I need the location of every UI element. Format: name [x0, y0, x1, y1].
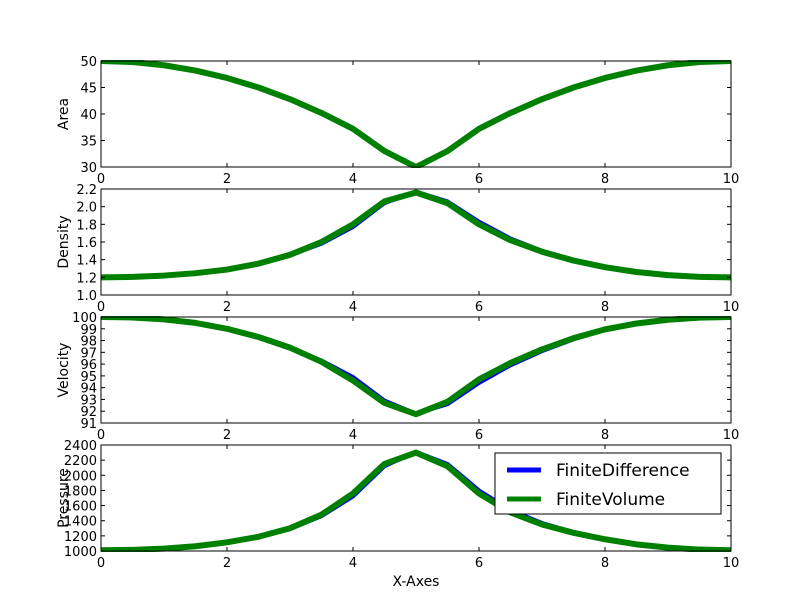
x-tick-label: 10 [723, 300, 740, 315]
x-tick-label: 4 [349, 300, 357, 315]
y-tick-label: 1400 [64, 515, 97, 530]
y-tick-label: 1200 [64, 530, 97, 545]
x-axis-label: X-Axes [393, 574, 440, 590]
y-tick-label: 92 [80, 405, 97, 420]
x-tick-label: 0 [97, 556, 105, 571]
y-tick-label: 2200 [64, 454, 97, 469]
x-tick-label: 10 [723, 556, 740, 571]
y-tick-label: 1.4 [76, 254, 97, 269]
legend: FiniteDifference FiniteVolume [494, 452, 722, 515]
y-tick-label: 100 [72, 311, 97, 326]
series-line-finitevolume [101, 189, 731, 281]
y-axis-label: Pressure [56, 468, 72, 528]
legend-label-finitevolume: FiniteVolume [556, 490, 665, 510]
y-tick-label: 91 [80, 417, 97, 432]
x-tick-label: 6 [475, 428, 483, 443]
y-tick-label: 97 [80, 346, 97, 361]
x-tick-label: 2 [223, 556, 231, 571]
series-line-finitevolume [101, 316, 731, 418]
y-tick-label: 45 [80, 82, 97, 97]
y-tick-label: 95 [80, 370, 97, 385]
y-tick-label: 2.0 [76, 201, 97, 216]
plot-area [101, 61, 731, 167]
x-tick-label: 0 [97, 172, 105, 187]
panel-area: 0 2 4 6 8 10 30 35 40 45 50 Area [56, 55, 739, 187]
y-tick-label: 1.8 [76, 218, 97, 233]
y-tick-label: 2400 [64, 439, 97, 454]
y-tick-label: 99 [80, 323, 97, 338]
x-tick-label: 6 [475, 300, 483, 315]
axes-frame [100, 316, 732, 424]
y-tick-label: 2.2 [76, 183, 97, 198]
y-tick-label: 96 [80, 358, 97, 373]
y-tick-label: 94 [80, 382, 97, 397]
x-tick-label: 8 [601, 300, 609, 315]
y-tick-label: 1.0 [76, 289, 97, 304]
legend-box [494, 452, 722, 515]
panel-density: 0 2 4 6 8 10 1.0 1.2 1.4 1.6 1.8 2.0 2.2 Density [56, 183, 739, 315]
x-tick-label: 4 [349, 172, 357, 187]
y-tick-label: 1.2 [76, 271, 97, 286]
y-tick-label: 50 [80, 55, 97, 70]
x-tick-label: 6 [475, 172, 483, 187]
legend-label-finitedifference: FiniteDifference [556, 461, 690, 481]
y-axis-label: Area [56, 98, 72, 130]
x-tick-label: 10 [723, 172, 740, 187]
x-tick-label: 2 [223, 172, 231, 187]
x-tick-label: 10 [723, 428, 740, 443]
y-tick-label: 1.6 [76, 236, 97, 251]
x-tick-label: 2 [223, 428, 231, 443]
plot-area [101, 317, 731, 423]
axes-frame [100, 444, 732, 552]
plot-area [101, 189, 731, 295]
y-axis-label: Velocity [56, 343, 72, 398]
x-tick-label: 8 [601, 556, 609, 571]
x-tick-label: 8 [601, 172, 609, 187]
y-axis-label: Density [56, 215, 72, 268]
y-tick-label: 93 [80, 393, 97, 408]
y-tick-label: 2000 [64, 469, 97, 484]
y-tick-label: 1600 [64, 500, 97, 515]
x-tick-label: 0 [97, 428, 105, 443]
x-tick-label: 8 [601, 428, 609, 443]
y-tick-label: 1000 [64, 545, 97, 560]
x-tick-label: 2 [223, 300, 231, 315]
y-tick-label: 35 [80, 135, 97, 150]
y-tick-label: 98 [80, 335, 97, 350]
x-tick-label: 6 [475, 556, 483, 571]
x-tick-label: 4 [349, 428, 357, 443]
y-tick-label: 30 [80, 161, 97, 176]
y-tick-label: 1800 [64, 484, 97, 499]
series-line-finitevolume [101, 449, 731, 552]
x-tick-label: 0 [97, 300, 105, 315]
y-tick-label: 40 [80, 108, 97, 123]
x-tick-label: 4 [349, 556, 357, 571]
